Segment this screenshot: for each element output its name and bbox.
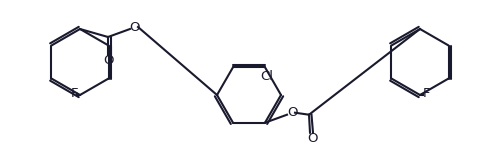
Text: O: O [130,20,140,33]
Text: F: F [70,86,78,99]
Text: O: O [307,132,317,145]
Text: O: O [287,106,297,119]
Text: O: O [104,53,114,66]
Text: F: F [422,86,430,99]
Text: Cl: Cl [260,70,273,83]
